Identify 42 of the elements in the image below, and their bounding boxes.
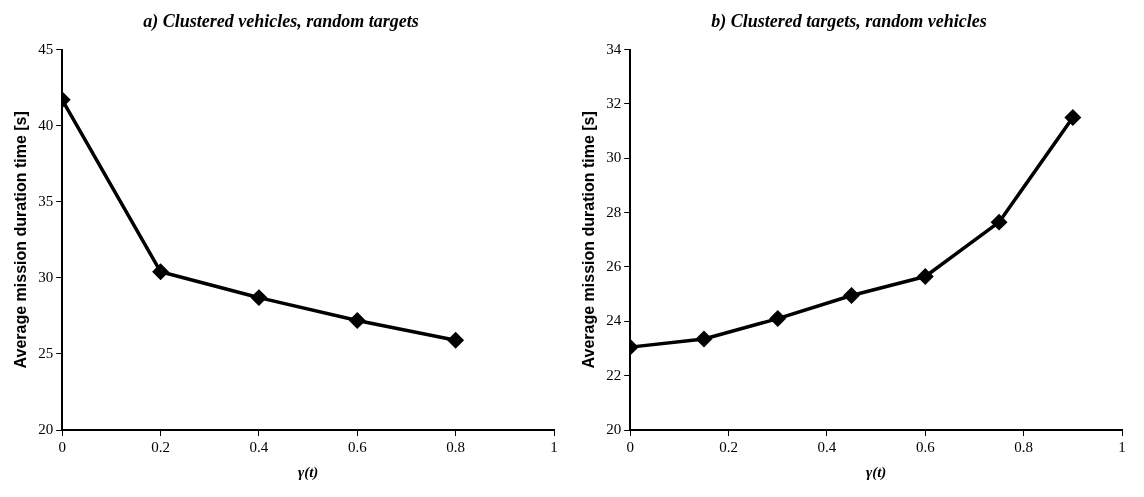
x-tick-label: 0.2 [719, 438, 738, 455]
y-tick-label: 30 [606, 149, 622, 166]
x-tick-label: 0.8 [446, 438, 466, 455]
x-tick-label: 0 [58, 438, 66, 455]
point [917, 268, 934, 285]
chart-title: b) Clustered targets, random vehicles [711, 11, 987, 33]
x-tick-label: 0.4 [817, 438, 837, 455]
x-tick-label: 0.4 [249, 438, 269, 455]
y-axis-title: Average mission duration time [s] [580, 111, 598, 369]
point [769, 310, 786, 327]
y-axis-title: Average mission duration time [s] [12, 111, 30, 369]
y-tick-label: 32 [606, 94, 622, 111]
x-tick-label: 0.6 [915, 438, 936, 455]
y-tick-label: 34 [606, 40, 622, 57]
x-tick-label: 0 [626, 438, 634, 455]
chart-title: a) Clustered vehicles, random targets [143, 11, 419, 33]
x-tick-label: 0.2 [151, 438, 170, 455]
point [1065, 109, 1081, 126]
point [991, 214, 1007, 230]
y-tick-label: 20 [606, 420, 622, 437]
y-tick-label: 24 [606, 312, 622, 329]
y-tick-label: 45 [38, 40, 54, 57]
y-tick-label: 28 [606, 203, 622, 220]
y-tick-label: 25 [38, 344, 54, 361]
x-tick-label: 1 [550, 438, 558, 455]
point [349, 312, 366, 329]
x-tick-label: 1 [1118, 438, 1126, 455]
y-tick-label: 22 [606, 366, 622, 383]
x-tick-label: 0.6 [347, 438, 368, 455]
y-tick-label: 20 [38, 420, 54, 437]
x-axis-title: γ(t) [865, 463, 887, 481]
point [152, 264, 169, 280]
y-tick-label: 30 [38, 268, 54, 285]
point [251, 289, 267, 306]
point [447, 332, 464, 348]
x-tick-label: 0.8 [1014, 438, 1034, 455]
x-axis-title: γ(t) [297, 463, 319, 481]
y-tick-label: 26 [606, 257, 622, 274]
y-tick-label: 35 [38, 192, 54, 209]
y-tick-label: 40 [38, 116, 54, 133]
point [696, 331, 712, 347]
point [843, 287, 860, 304]
